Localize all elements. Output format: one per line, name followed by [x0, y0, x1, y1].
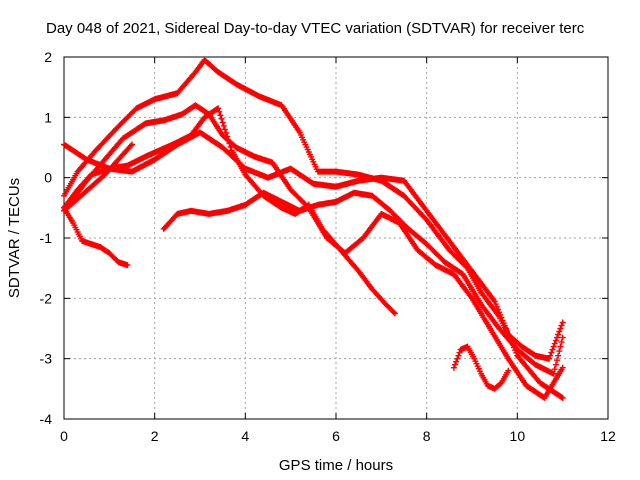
y-tick-label: -2 — [40, 290, 53, 306]
y-tick-label: -3 — [40, 351, 53, 367]
y-tick-label: 0 — [44, 170, 52, 186]
y-tick-label: 2 — [44, 49, 52, 65]
x-tick-label: 0 — [60, 428, 68, 444]
x-tick-label: 6 — [332, 428, 340, 444]
series-D — [61, 204, 131, 269]
y-tick-label: -1 — [40, 230, 53, 246]
y-tick-label: -4 — [40, 411, 53, 427]
series-D-markers — [61, 204, 131, 269]
series-B-markers — [61, 102, 566, 401]
data-points — [61, 57, 566, 401]
series-H-markers — [450, 343, 512, 392]
series-F — [160, 189, 566, 377]
chart-title: Day 048 of 2021, Sidereal Day-to-day VTE… — [46, 20, 585, 37]
y-tick-label: 1 — [44, 109, 52, 125]
x-tick-label: 12 — [600, 428, 616, 444]
y-axis-label: SDTVAR / TECUs — [6, 178, 23, 298]
series-G — [61, 129, 566, 401]
x-tick-label: 2 — [151, 428, 159, 444]
series-F-markers — [160, 189, 566, 377]
series-G-markers — [61, 129, 566, 401]
series-H — [450, 343, 512, 392]
x-tick-label: 4 — [241, 428, 249, 444]
series-B — [61, 102, 566, 401]
gridlines — [64, 57, 608, 419]
x-tick-label: 10 — [510, 428, 526, 444]
x-tick-label: 8 — [423, 428, 431, 444]
x-axis-label: GPS time / hours — [279, 457, 393, 474]
